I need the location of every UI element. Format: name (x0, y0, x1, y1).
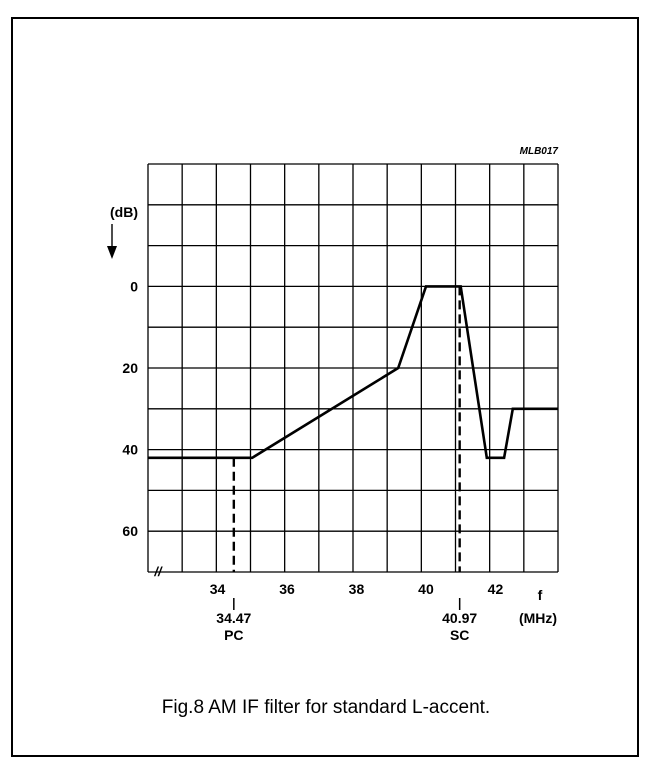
axis-break-mark: // (153, 564, 163, 579)
x-tick-label: 42 (488, 581, 504, 597)
chart-grid (147, 163, 559, 573)
x-axis-label-unit: (MHz) (519, 610, 557, 626)
y-tick-label: 60 (122, 523, 138, 539)
marker-value: 34.47 (216, 610, 251, 626)
figure-tag: MLB017 (520, 146, 559, 157)
x-axis-label-f: f (538, 587, 543, 603)
x-tick-label: 40 (418, 581, 434, 597)
x-tick-label: 38 (349, 581, 365, 597)
y-axis-arrow-head (107, 246, 117, 259)
marker-label: PC (224, 627, 243, 643)
axis-annotations: MLB017 (dB) // f (MHz) (107, 146, 558, 626)
tick-labels: 0 20 40 60 34 36 38 40 42 (122, 278, 503, 597)
figure-frame (11, 17, 639, 757)
series-line-filter-response (148, 285, 558, 460)
marker-value: 40.97 (442, 610, 477, 626)
marker-label: SC (450, 627, 469, 643)
y-tick-label: 0 (130, 278, 138, 294)
x-tick-label: 34 (210, 581, 226, 597)
y-tick-label: 20 (122, 360, 138, 376)
figure-caption: Fig.8 AM IF filter for standard L-accent… (161, 697, 491, 718)
x-tick-label: 36 (279, 581, 295, 597)
y-tick-label: 40 (122, 442, 138, 458)
y-axis-label: (dB) (110, 204, 138, 220)
